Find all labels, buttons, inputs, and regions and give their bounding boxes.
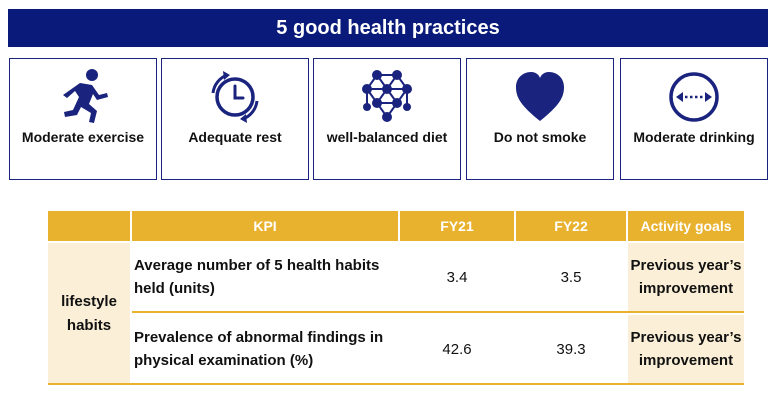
- category-cell: lifestyle habits: [48, 243, 130, 385]
- practice-label: Moderate drinking: [633, 129, 755, 145]
- header-blank-cell: [48, 211, 130, 241]
- practice-card-diet: well-balanced diet: [313, 58, 461, 180]
- measure-circle-icon: [664, 67, 724, 125]
- kpi-row-1-label: Average number of 5 health habits held (…: [134, 257, 380, 297]
- header-fy22: FY22: [516, 211, 626, 241]
- practice-card-no-smoke: Do not smoke: [466, 58, 614, 180]
- running-person-icon: [53, 67, 113, 125]
- kpi-row-2-label: Prevalence of abnormal findings in physi…: [134, 329, 384, 369]
- practice-card-drinking: Moderate drinking: [620, 58, 768, 180]
- molecule-icon: [357, 67, 417, 125]
- kpi-row-1-goal: Previous year’s improvement: [628, 243, 744, 311]
- heart-icon: [510, 67, 570, 125]
- practice-label: well-balanced diet: [326, 129, 448, 145]
- header-activity-goals: Activity goals: [628, 211, 744, 241]
- clock-cycle-icon: [205, 67, 265, 125]
- practice-card-exercise: Moderate exercise: [9, 58, 157, 180]
- row-divider: [132, 311, 744, 313]
- kpi-row-2-fy22: 39.3: [556, 340, 586, 358]
- kpi-table: KPI FY21 FY22 Activity goals lifestyle h…: [48, 211, 744, 385]
- practice-label: Moderate exercise: [21, 129, 145, 145]
- table-bottom-border: [48, 383, 744, 385]
- kpi-row-1-fy21: 3.4: [446, 268, 468, 286]
- page-title: 5 good health practices: [8, 9, 768, 47]
- practice-card-rest: Adequate rest: [161, 58, 309, 180]
- header-fy21: FY21: [400, 211, 514, 241]
- practice-label: Adequate rest: [188, 129, 282, 145]
- kpi-row-2-goal: Previous year’s improvement: [628, 315, 744, 383]
- header-kpi: KPI: [132, 211, 398, 241]
- kpi-row-2-fy21: 42.6: [442, 340, 472, 358]
- kpi-row-1-fy22: 3.5: [560, 268, 582, 286]
- practice-label: Do not smoke: [493, 129, 587, 145]
